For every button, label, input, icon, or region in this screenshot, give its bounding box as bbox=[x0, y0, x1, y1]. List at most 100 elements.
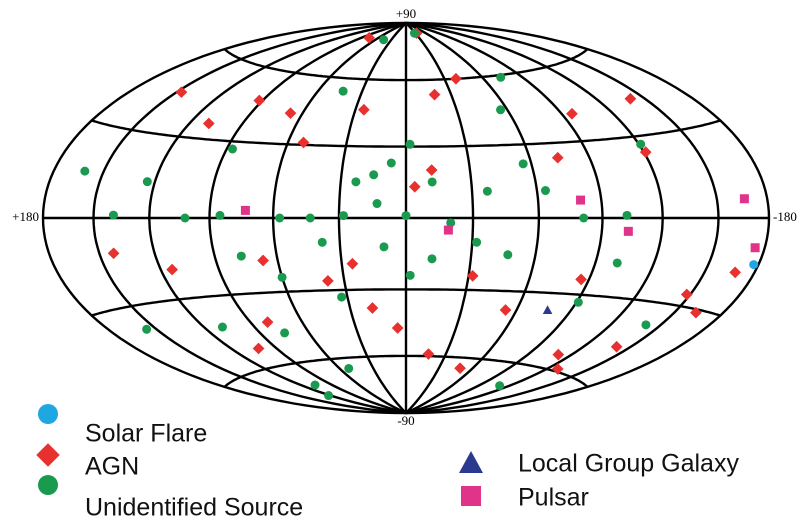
point bbox=[142, 177, 152, 187]
parallel bbox=[91, 288, 721, 317]
point bbox=[624, 92, 637, 105]
point bbox=[472, 237, 482, 247]
point bbox=[108, 210, 118, 220]
point bbox=[217, 322, 227, 332]
point bbox=[166, 263, 178, 276]
point bbox=[680, 288, 693, 301]
point bbox=[428, 88, 441, 101]
point bbox=[253, 94, 266, 107]
point bbox=[503, 250, 513, 260]
point bbox=[749, 260, 759, 270]
point bbox=[566, 107, 578, 120]
point bbox=[275, 213, 285, 223]
point bbox=[379, 35, 389, 45]
legend-item: Unidentified Source bbox=[85, 494, 303, 522]
point bbox=[180, 213, 190, 223]
point bbox=[422, 348, 435, 360]
point bbox=[408, 180, 421, 193]
point bbox=[310, 380, 320, 390]
point bbox=[542, 305, 553, 315]
point bbox=[540, 186, 550, 196]
point bbox=[346, 257, 359, 270]
point bbox=[622, 210, 632, 220]
point bbox=[454, 362, 466, 375]
point bbox=[351, 177, 361, 187]
point bbox=[690, 306, 702, 319]
point bbox=[107, 247, 120, 260]
point bbox=[363, 31, 376, 44]
point bbox=[142, 324, 152, 334]
legend-marker bbox=[38, 404, 58, 424]
point bbox=[636, 139, 646, 149]
legend-item: Pulsar bbox=[518, 484, 589, 512]
legend-label: AGN bbox=[85, 453, 139, 481]
point bbox=[261, 316, 274, 329]
point bbox=[610, 340, 623, 353]
point bbox=[427, 254, 437, 264]
point bbox=[518, 159, 528, 169]
point bbox=[252, 342, 265, 355]
point bbox=[496, 105, 506, 115]
point bbox=[366, 302, 379, 314]
point bbox=[391, 322, 404, 334]
point bbox=[466, 270, 479, 282]
point bbox=[358, 103, 370, 116]
point bbox=[322, 275, 334, 287]
point bbox=[405, 270, 415, 280]
point bbox=[344, 363, 354, 373]
point bbox=[427, 177, 437, 187]
legend-label: Pulsar bbox=[518, 484, 589, 512]
point bbox=[729, 266, 742, 279]
point bbox=[623, 226, 633, 236]
point bbox=[575, 273, 587, 286]
point bbox=[372, 199, 382, 209]
point bbox=[305, 213, 315, 223]
point bbox=[576, 195, 586, 205]
legend-marker bbox=[36, 443, 60, 467]
point bbox=[338, 211, 348, 221]
point bbox=[409, 28, 419, 38]
point bbox=[257, 254, 269, 267]
point bbox=[236, 251, 246, 261]
legend-marker bbox=[38, 475, 58, 495]
legend-marker bbox=[461, 486, 481, 506]
point bbox=[443, 225, 453, 235]
point bbox=[551, 363, 564, 375]
point bbox=[277, 272, 287, 282]
parallel bbox=[223, 354, 589, 388]
y-tick-label: -90 bbox=[397, 413, 414, 428]
point bbox=[369, 170, 379, 180]
point bbox=[202, 117, 215, 130]
legend-marker bbox=[459, 451, 483, 473]
point bbox=[175, 86, 188, 99]
point bbox=[552, 348, 565, 361]
point bbox=[425, 164, 438, 176]
legend-label: Solar Flare bbox=[85, 420, 207, 448]
parallel bbox=[223, 48, 589, 82]
legend-item: Solar Flare bbox=[85, 420, 207, 448]
point bbox=[641, 320, 651, 330]
point bbox=[573, 297, 583, 307]
point bbox=[227, 144, 237, 154]
parallel bbox=[91, 119, 721, 148]
point bbox=[739, 194, 749, 204]
point bbox=[215, 210, 225, 220]
point bbox=[379, 242, 389, 252]
point bbox=[386, 158, 396, 168]
point bbox=[446, 218, 456, 228]
point bbox=[337, 292, 347, 302]
point bbox=[297, 136, 310, 149]
x-tick-label: +180 bbox=[12, 209, 39, 224]
point bbox=[338, 86, 348, 96]
point bbox=[284, 107, 297, 120]
point bbox=[405, 139, 415, 149]
point bbox=[80, 166, 90, 176]
point bbox=[496, 72, 506, 82]
point bbox=[450, 72, 462, 85]
point bbox=[240, 205, 250, 215]
x-tick-label: -180 bbox=[773, 209, 797, 224]
legend-item: Local Group Galaxy bbox=[518, 450, 739, 478]
point bbox=[324, 391, 334, 401]
legend-label: Unidentified Source bbox=[85, 494, 303, 522]
